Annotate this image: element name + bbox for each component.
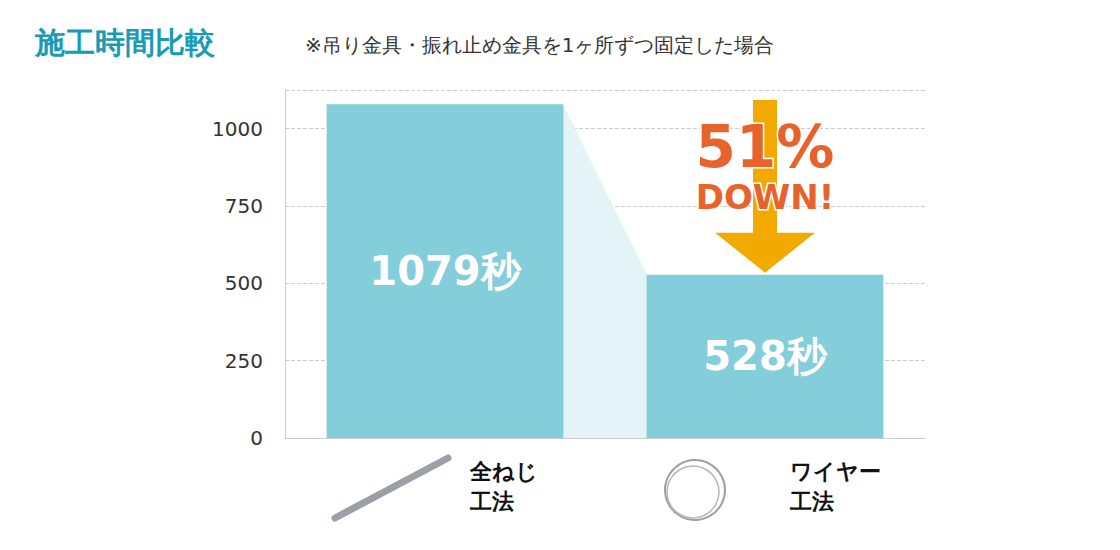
- svg-text:750: 750: [225, 194, 263, 218]
- svg-text:1079秒: 1079秒: [369, 248, 521, 294]
- svg-text:51%: 51%: [696, 113, 835, 181]
- svg-text:0: 0: [250, 426, 263, 450]
- svg-text:DOWN!: DOWN!: [696, 177, 835, 217]
- svg-text:工法: 工法: [469, 489, 514, 514]
- svg-text:500: 500: [225, 271, 263, 295]
- svg-text:※吊り金具・振れ止め金具を1ヶ所ずつ固定した場合: ※吊り金具・振れ止め金具を1ヶ所ずつ固定した場合: [305, 33, 774, 57]
- svg-text:250: 250: [225, 349, 263, 373]
- svg-text:工法: 工法: [789, 489, 834, 514]
- svg-text:528秒: 528秒: [703, 333, 827, 379]
- svg-text:全ねじ: 全ねじ: [469, 459, 538, 484]
- svg-text:施工時間比較: 施工時間比較: [34, 25, 215, 60]
- svg-text:1000: 1000: [212, 117, 263, 141]
- svg-text:ワイヤー: ワイヤー: [790, 459, 881, 484]
